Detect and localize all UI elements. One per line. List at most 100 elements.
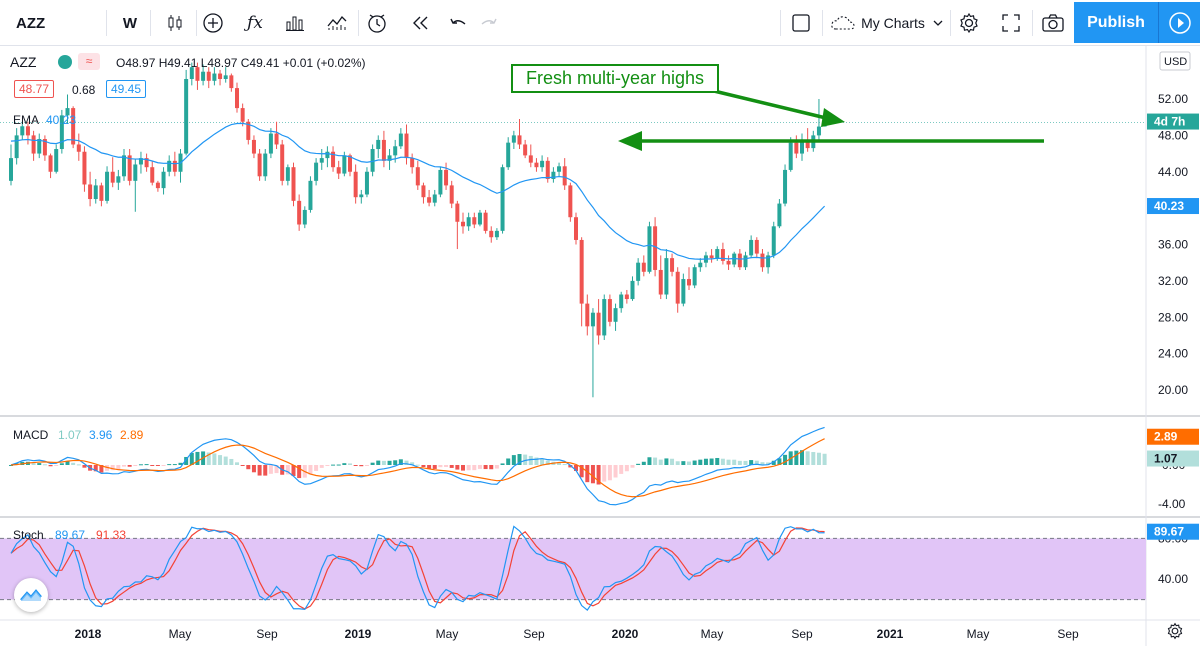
macd-histogram-bar [9, 465, 13, 466]
candle [444, 162, 449, 190]
candle-body [71, 108, 76, 145]
gear-icon[interactable] [954, 8, 984, 38]
macd-histogram-bar [602, 465, 607, 482]
play-icon [1168, 11, 1191, 34]
candle-body [370, 149, 375, 172]
candle [314, 158, 319, 186]
candle [743, 251, 748, 270]
candle [794, 135, 799, 159]
candle [76, 133, 81, 161]
candles-icon[interactable] [160, 8, 190, 38]
macd-histogram-bar [794, 450, 799, 465]
bid-price-box[interactable]: 48.77 [14, 80, 55, 98]
data-status-icon[interactable]: ≈ [78, 53, 100, 70]
candle-body [596, 312, 601, 336]
candle [636, 258, 641, 286]
candle-body [105, 171, 110, 201]
candle-body [534, 162, 539, 168]
candle [206, 67, 211, 89]
candle-body [590, 312, 595, 327]
candle [557, 162, 562, 177]
chevron-down-icon[interactable] [930, 8, 946, 38]
annotation-arrowhead-horizontal [618, 131, 642, 151]
candle [624, 289, 629, 304]
macd-histogram-bar [523, 454, 528, 465]
layout-name[interactable]: My Charts [861, 15, 925, 31]
ema-badge: 40.23 [1154, 199, 1184, 213]
candle-body [602, 299, 607, 336]
candle-body [387, 155, 392, 161]
macd-histogram-bar [331, 464, 336, 466]
candle [20, 121, 25, 140]
symbol-search[interactable]: AZZ [16, 14, 46, 32]
macd-histogram-bar [681, 461, 686, 465]
fullscreen-icon[interactable] [996, 8, 1026, 38]
candle [800, 133, 804, 161]
macd-histogram-bar [805, 451, 810, 465]
candle [449, 180, 454, 209]
candle-body [720, 249, 725, 261]
candle [749, 235, 754, 259]
macd-histogram-bar [466, 465, 471, 471]
candle [421, 182, 426, 204]
candle-body [398, 133, 403, 147]
candle [297, 194, 302, 231]
time-axis-label: 2021 [877, 627, 904, 641]
macd-histogram-bar [624, 465, 629, 472]
candle-body [574, 217, 578, 240]
candle-body [579, 239, 584, 304]
toolbar-divider [1032, 10, 1033, 36]
tradingview-logo-icon[interactable] [14, 578, 48, 612]
templates-icon[interactable] [322, 8, 352, 38]
macd-signal-value: 2.89 [120, 428, 144, 442]
undo-icon[interactable] [443, 8, 473, 38]
candle [619, 291, 624, 313]
candle [336, 160, 341, 180]
play-button[interactable] [1158, 2, 1200, 43]
macd-histogram-bar [122, 465, 126, 467]
time-axis-label: May [967, 627, 990, 641]
compare-add-icon[interactable] [198, 8, 228, 38]
ask-price-box[interactable]: 49.45 [106, 80, 147, 98]
candle-body [161, 171, 166, 189]
indicators-icon[interactable]: ƒx [247, 13, 263, 33]
candle [42, 135, 47, 161]
alert-clock-icon[interactable] [362, 8, 392, 38]
candle-body [783, 169, 788, 204]
macd-histogram-bar [822, 453, 827, 465]
top-toolbar: AZZ W ƒx My Charts [0, 0, 1200, 46]
candle-body [110, 171, 115, 183]
layout-square-icon[interactable] [786, 8, 816, 38]
macd-histogram-bar [568, 465, 573, 468]
candle-body [698, 262, 703, 268]
macd-histogram-bar [189, 452, 194, 465]
candle [364, 167, 369, 198]
financials-icon[interactable] [280, 8, 310, 38]
price-tick-label: 36.00 [1158, 238, 1188, 252]
macd-histogram-bar [653, 457, 658, 465]
ema-label: EMA [13, 113, 40, 127]
candle-body [427, 197, 432, 203]
macd-histogram-bar [93, 465, 98, 472]
candle [771, 221, 776, 259]
macd-histogram-bar [71, 462, 76, 465]
candle-body [624, 294, 629, 300]
replay-icon[interactable] [405, 8, 435, 38]
publish-button[interactable]: Publish [1074, 2, 1158, 43]
interval-button[interactable]: W [122, 14, 138, 32]
candle-body [88, 184, 93, 200]
macd-histogram-bar [630, 465, 635, 468]
candle-body [670, 258, 675, 272]
candle-body [494, 230, 499, 238]
macd-histogram-bar [754, 460, 759, 465]
candle-body [585, 303, 590, 327]
redo-icon[interactable] [474, 8, 504, 38]
camera-icon[interactable] [1038, 8, 1068, 38]
chart-canvas[interactable]: 52.00 48.00 44.00 40.00 36.00 32.00 28.00 24.00… [0, 46, 1200, 646]
macd-histogram-bar [387, 460, 392, 465]
candle [308, 176, 313, 213]
candle [82, 146, 87, 192]
settings-gear-icon[interactable] [1166, 622, 1186, 642]
annotation-callout[interactable]: Fresh multi-year highs [511, 64, 719, 93]
candle [48, 153, 53, 179]
